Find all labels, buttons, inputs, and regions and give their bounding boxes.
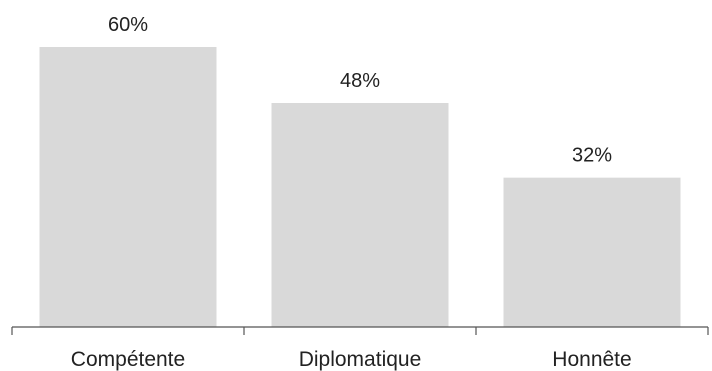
x-tick-label-honnete: Honnête bbox=[552, 348, 631, 371]
bars-group bbox=[39, 47, 681, 327]
x-axis: Compétente Diplomatique Honnête bbox=[11, 326, 709, 371]
x-tick-label-diplomatique: Diplomatique bbox=[299, 348, 422, 371]
bar-diplomatique bbox=[271, 103, 449, 327]
value-label-honnete: 32% bbox=[572, 145, 612, 167]
value-label-diplomatique: 48% bbox=[340, 70, 380, 92]
bar-competente bbox=[39, 47, 217, 327]
x-tick-label-competente: Compétente bbox=[71, 348, 185, 371]
bar-honnete bbox=[503, 177, 681, 327]
value-labels-group: 60% 48% 32% bbox=[108, 14, 612, 167]
value-label-competente: 60% bbox=[108, 14, 148, 36]
